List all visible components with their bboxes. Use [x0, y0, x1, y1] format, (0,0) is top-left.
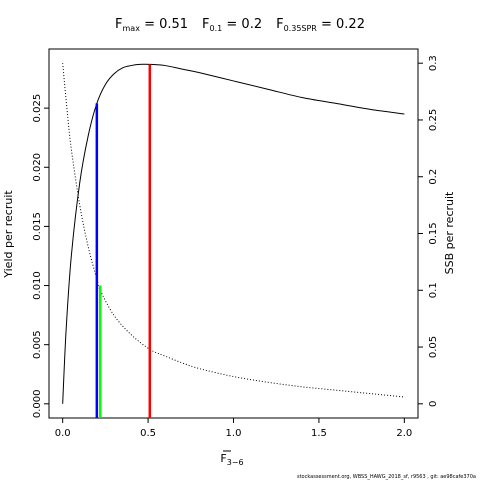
y-left-tick-label: 0.015: [32, 212, 43, 241]
x-tick-label: 1.5: [311, 428, 327, 439]
y-right-tick-label: 0.3: [428, 55, 439, 71]
x-axis-title-text: F3−6: [220, 452, 243, 467]
series-group: [62, 63, 405, 404]
title-subscript: 0.1: [210, 24, 223, 33]
y-left-tick-label: 0.005: [32, 330, 43, 359]
y-left-tick-label: 0.000: [32, 389, 43, 418]
ssb-per-recruit-curve: [62, 63, 405, 398]
y-left-tick-label: 0.020: [32, 153, 43, 182]
x-axis-symbol: F: [220, 452, 226, 465]
title-value: = 0.22: [317, 17, 365, 32]
y-right-tick-label: 0.1: [428, 282, 439, 298]
chart-title: Fmax = 0.51 F0.1 = 0.2 F0.35SPR = 0.22: [115, 17, 365, 33]
title-symbol: F: [115, 17, 122, 32]
y-left-axis-title: Yield per recruit: [2, 190, 15, 279]
footnote: stockassessment.org, WBSS_HAWG_2018_sf, …: [297, 474, 476, 480]
y-right-tick-label: 0.05: [428, 336, 439, 358]
axis-ticks: 0.0 0.5 1.0 1.5 2.0 0.000 0.005 0.010 0.015 0.020…: [32, 55, 439, 439]
title-symbol: F: [202, 17, 209, 32]
y-right-tick-label: 0: [428, 401, 439, 407]
x-tick-label: 0.0: [55, 428, 71, 439]
title-subscript: max: [123, 24, 141, 33]
y-right-tick-label: 0.15: [428, 222, 439, 244]
title-subscript: 0.35SPR: [284, 24, 318, 33]
reference-lines: [95, 64, 152, 418]
x-tick-label: 1.0: [226, 428, 242, 439]
title-value: = 0.2: [222, 17, 262, 32]
chart-title-text: Fmax = 0.51 F0.1 = 0.2 F0.35SPR = 0.22: [115, 17, 365, 33]
x-axis-subscript: 3−6: [227, 458, 244, 467]
title-value: = 0.51: [140, 17, 188, 32]
yield-per-recruit-curve: [62, 63, 405, 404]
y-right-tick-label: 0.2: [428, 169, 439, 185]
y-left-tick-label: 0.010: [32, 271, 43, 300]
x-tick-label: 2.0: [396, 428, 412, 439]
x-axis-title: F3−6: [220, 450, 244, 467]
x-tick-label: 0.5: [140, 428, 156, 439]
title-symbol: F: [276, 17, 283, 32]
plot-frame: [48, 48, 419, 419]
y-left-tick-label: 0.025: [32, 94, 43, 123]
y-right-tick-label: 0.25: [428, 109, 439, 131]
y-right-axis-title: SSB per recruit: [443, 191, 456, 274]
